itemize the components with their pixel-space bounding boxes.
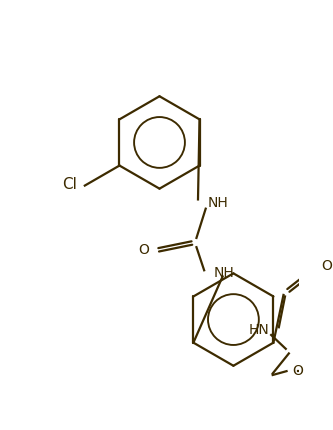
Text: O: O bbox=[292, 364, 303, 378]
Text: NH: NH bbox=[213, 266, 234, 280]
Text: Cl: Cl bbox=[62, 177, 77, 191]
Text: O: O bbox=[139, 243, 150, 257]
Text: O: O bbox=[321, 259, 332, 273]
Text: HN: HN bbox=[249, 323, 270, 338]
Text: NH: NH bbox=[207, 196, 228, 209]
